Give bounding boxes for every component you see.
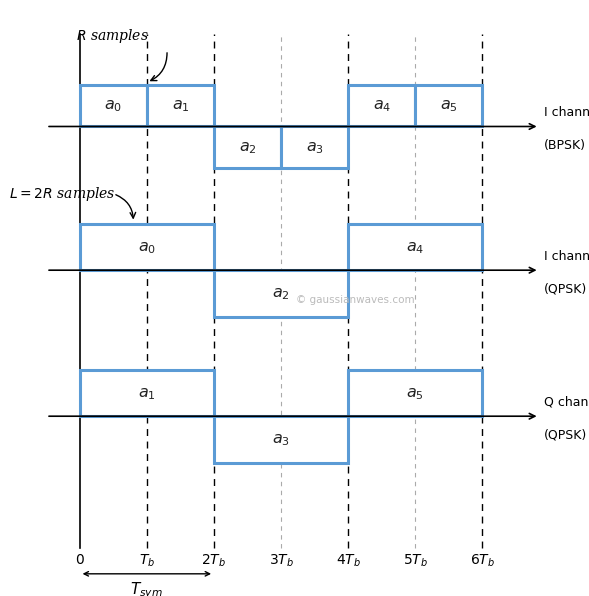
- Text: $a_{1}$: $a_{1}$: [138, 384, 155, 402]
- Text: © gaussianwaves.com: © gaussianwaves.com: [296, 295, 414, 305]
- Text: $0$: $0$: [75, 553, 85, 567]
- Text: $T_b$: $T_b$: [139, 553, 155, 569]
- Text: $a_{3}$: $a_{3}$: [272, 431, 290, 448]
- Text: $R$ samples: $R$ samples: [77, 27, 149, 45]
- Text: $a_{0}$: $a_{0}$: [104, 97, 123, 114]
- Bar: [348, 224, 482, 270]
- Text: $a_{0}$: $a_{0}$: [138, 238, 156, 256]
- Bar: [214, 126, 281, 168]
- Text: $a_{4}$: $a_{4}$: [373, 97, 391, 114]
- Text: I channel: I channel: [544, 250, 589, 263]
- Text: (BPSK): (BPSK): [544, 138, 586, 151]
- Text: $5T_b$: $5T_b$: [403, 553, 428, 569]
- Bar: [80, 224, 214, 270]
- Text: $a_{1}$: $a_{1}$: [171, 97, 189, 114]
- Bar: [80, 85, 147, 126]
- Text: $a_{3}$: $a_{3}$: [306, 139, 323, 156]
- Text: (QPSK): (QPSK): [544, 283, 587, 295]
- Text: $a_{4}$: $a_{4}$: [406, 238, 425, 256]
- Text: I channel: I channel: [544, 106, 589, 119]
- Text: $L=2R$ samples: $L=2R$ samples: [9, 185, 115, 203]
- Bar: [348, 85, 415, 126]
- Text: $T_{sym}$: $T_{sym}$: [130, 581, 163, 596]
- Bar: [80, 370, 214, 416]
- Text: (QPSK): (QPSK): [544, 429, 587, 441]
- Bar: [348, 370, 482, 416]
- Text: $6T_b$: $6T_b$: [470, 553, 495, 569]
- Bar: [214, 270, 348, 316]
- Bar: [415, 85, 482, 126]
- Text: $a_{5}$: $a_{5}$: [440, 97, 458, 114]
- Text: Q channel: Q channel: [544, 396, 589, 409]
- Text: $4T_b$: $4T_b$: [336, 553, 360, 569]
- Text: $a_{5}$: $a_{5}$: [406, 384, 424, 402]
- Bar: [281, 126, 348, 168]
- Text: $3T_b$: $3T_b$: [269, 553, 293, 569]
- Text: $a_{2}$: $a_{2}$: [239, 139, 256, 156]
- Text: $a_{2}$: $a_{2}$: [272, 285, 290, 302]
- Bar: [214, 416, 348, 462]
- Bar: [147, 85, 214, 126]
- Text: $2T_b$: $2T_b$: [201, 553, 226, 569]
